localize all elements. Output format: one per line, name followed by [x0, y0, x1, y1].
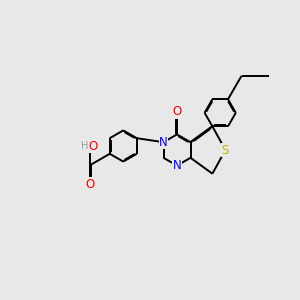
Text: O: O — [172, 105, 182, 118]
Text: S: S — [222, 143, 229, 157]
Text: O: O — [85, 178, 94, 191]
Text: H: H — [81, 141, 89, 152]
Text: O: O — [88, 140, 98, 153]
Text: N: N — [159, 136, 168, 149]
Text: N: N — [172, 159, 182, 172]
